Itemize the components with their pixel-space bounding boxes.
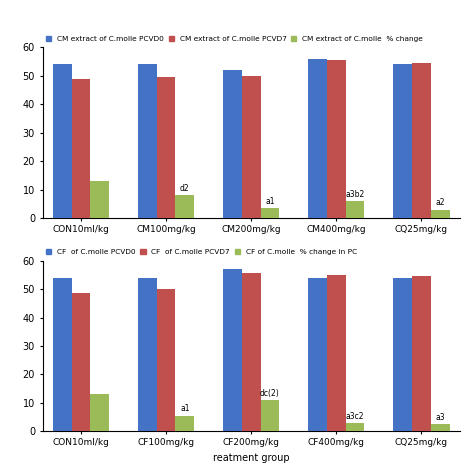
Bar — [412, 63, 431, 218]
Legend: CF  of C.molle PCVD0, CF  of C.molle PCVD7, CF of C.molle  % change in PC: CF of C.molle PCVD0, CF of C.molle PCVD7… — [46, 249, 356, 255]
Bar — [91, 181, 109, 218]
Legend: CM extract of C.molle PCVD0, CM extract of C.molle PCVD7, CM extract of C.molle : CM extract of C.molle PCVD0, CM extract … — [46, 36, 423, 42]
Bar — [261, 208, 279, 218]
Bar — [393, 64, 412, 218]
Bar — [157, 77, 175, 218]
Text: dc(2): dc(2) — [260, 389, 280, 398]
Text: a1: a1 — [180, 404, 190, 413]
Bar — [175, 195, 194, 218]
Text: a3: a3 — [436, 413, 445, 422]
Bar — [72, 293, 91, 431]
Bar — [138, 278, 157, 431]
Bar — [431, 424, 449, 431]
Bar — [138, 64, 157, 218]
Text: a2: a2 — [436, 198, 445, 207]
Bar — [223, 70, 242, 218]
Bar — [242, 273, 261, 431]
Text: a1: a1 — [265, 197, 275, 206]
Bar — [175, 416, 194, 431]
Bar — [242, 76, 261, 218]
Bar — [393, 278, 412, 431]
Bar — [346, 423, 365, 431]
Text: a3b2: a3b2 — [346, 190, 365, 199]
Bar — [346, 201, 365, 218]
Text: a3c2: a3c2 — [346, 411, 365, 420]
Bar — [308, 278, 327, 431]
Bar — [223, 269, 242, 431]
Bar — [72, 79, 91, 218]
Bar — [431, 210, 449, 218]
Bar — [412, 276, 431, 431]
X-axis label: reatment group: reatment group — [213, 453, 290, 463]
Bar — [261, 400, 279, 431]
Text: d2: d2 — [180, 184, 190, 193]
Bar — [53, 278, 72, 431]
Bar — [53, 64, 72, 218]
Bar — [327, 275, 346, 431]
Bar — [91, 394, 109, 431]
Bar — [157, 289, 175, 431]
Bar — [327, 60, 346, 218]
Bar — [308, 59, 327, 218]
